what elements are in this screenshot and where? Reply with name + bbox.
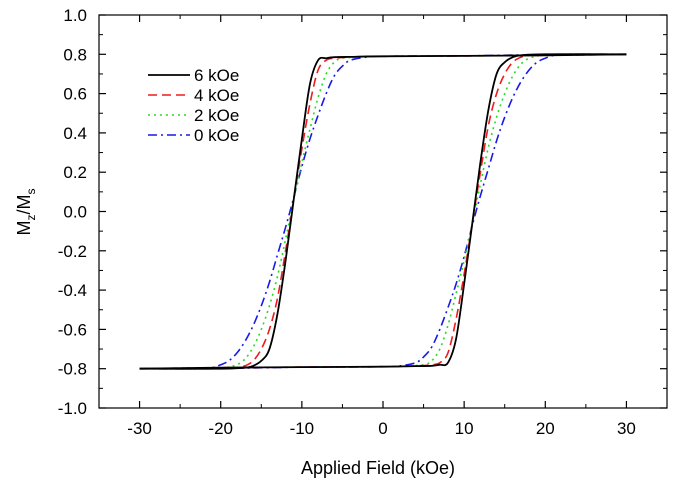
y-tick-label: -0.8 xyxy=(58,360,87,379)
x-tick-label: -10 xyxy=(290,419,315,438)
y-tick-label: 0.0 xyxy=(63,203,87,222)
series-2-koe-descending-line xyxy=(139,53,627,370)
legend-label-2-koe: 2 kOe xyxy=(194,106,239,125)
x-tick-label: 30 xyxy=(617,419,636,438)
y-tick-label: -0.2 xyxy=(58,242,87,261)
y-tick-label: 0.4 xyxy=(63,124,87,143)
y-axis-title-sub2: s xyxy=(24,189,38,195)
y-axis-title-sub1: z xyxy=(24,215,38,221)
y-tick-label: 0.2 xyxy=(63,163,87,182)
x-tick-label: 20 xyxy=(536,419,555,438)
series-6-koe-ascending-line xyxy=(139,53,627,370)
plot-frame xyxy=(98,14,668,409)
legend-label-4-koe: 4 kOe xyxy=(194,86,239,105)
x-tick-label: -20 xyxy=(208,419,233,438)
y-axis-title-main: M xyxy=(14,221,34,236)
legend-label-6-koe: 6 kOe xyxy=(194,66,239,85)
y-axis-title: Mz/Ms xyxy=(14,189,38,236)
x-tick-label: 0 xyxy=(378,419,387,438)
x-axis-title: Applied Field (kOe) xyxy=(301,458,455,478)
x-tick-label: 10 xyxy=(455,419,474,438)
y-tick-label: -0.6 xyxy=(58,320,87,339)
curves-layer xyxy=(139,53,627,370)
y-tick-label: -0.4 xyxy=(58,281,87,300)
y-tick-label: 1.0 xyxy=(63,6,87,25)
x-tick-label: -30 xyxy=(127,419,152,438)
series-2-koe-ascending-line xyxy=(139,53,627,370)
y-tick-label: 0.8 xyxy=(63,45,87,64)
ticks-layer: -30 -20 -10 0 10 20 30 -1.0 -0.8 -0.6 -0.4 -0.2 0.0 0… xyxy=(58,6,668,438)
legend-label-0-koe: 0 kOe xyxy=(194,126,239,145)
series-6-koe-descending-line xyxy=(139,53,627,370)
y-axis-title-sep: /M xyxy=(14,195,34,215)
y-tick-label: 0.6 xyxy=(63,85,87,104)
y-tick-label: -1.0 xyxy=(58,399,87,418)
